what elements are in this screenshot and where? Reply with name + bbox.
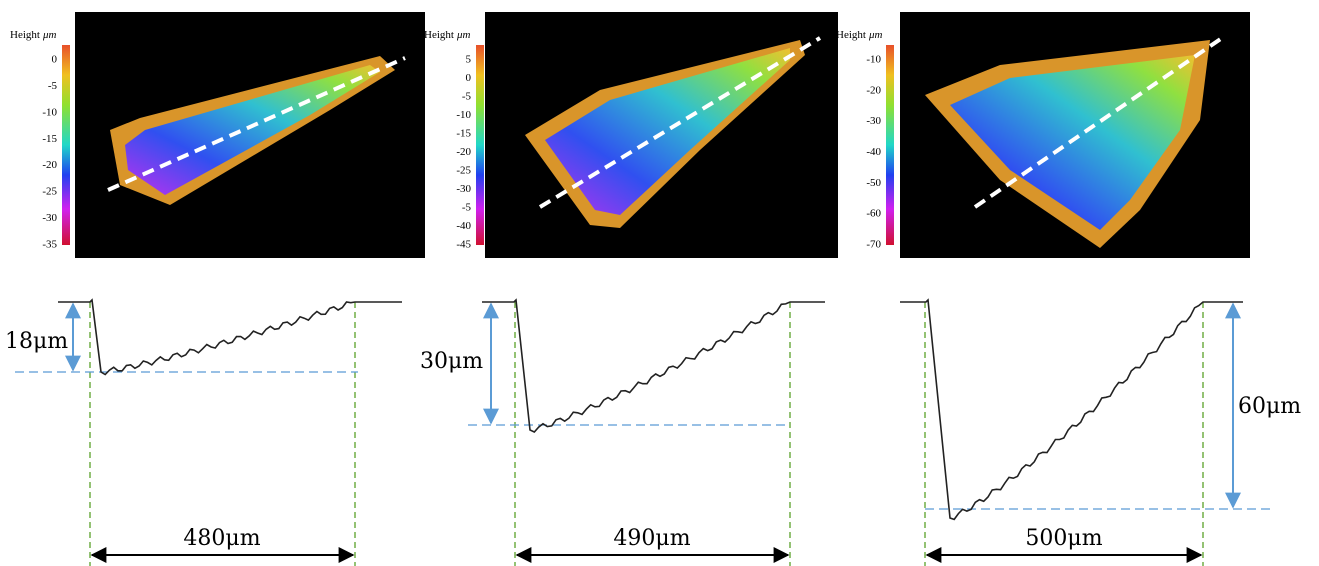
colorbar-tick-label: -10: [866, 54, 881, 66]
width-label: 490μm: [613, 526, 690, 551]
colorbar: [886, 45, 894, 245]
colorbar-tick-label: -30: [456, 183, 471, 195]
colorbar: [62, 45, 70, 245]
colorbar-tick-label: -15: [42, 133, 57, 145]
depth-label: 60μm: [1238, 394, 1301, 419]
colorbar-tick-label: -50: [866, 177, 881, 189]
colorbar-tick-label: -15: [456, 128, 471, 140]
colorbar-tick-label: -60: [866, 208, 881, 220]
colorbar-tick-label: -30: [42, 212, 57, 224]
colorbar: [476, 45, 484, 245]
colorbar-title: Height μm: [10, 29, 56, 41]
colorbar-unit: μm: [42, 29, 57, 41]
colorbar-tick-label: -25: [456, 165, 471, 177]
width-label: 500μm: [1025, 526, 1102, 551]
colorbar-tick-label: 0: [466, 72, 472, 84]
colorbar-tick-label: 0: [52, 54, 58, 66]
profile: [482, 298, 825, 433]
depth-label: 30μm: [420, 349, 483, 374]
depth-label: 18μm: [5, 329, 68, 354]
colorbar-tick-label: -5: [48, 80, 58, 92]
colorbar-tick-label: 5: [466, 54, 472, 66]
colorbar-tick-label: -40: [456, 220, 471, 232]
scan-line: [538, 36, 822, 209]
scan-line: [107, 56, 406, 192]
colorbar-tick-label: -10: [42, 106, 57, 118]
profile: [900, 298, 1243, 521]
depth-arrows: [65, 302, 1241, 509]
colorbar-unit: μm: [456, 29, 471, 41]
colorbar-tick-label: -35: [42, 239, 57, 251]
colorbar-tick-label: -10: [456, 109, 471, 121]
colorbar-tick-label: -25: [42, 186, 57, 198]
colorbar-tick-label: -30: [866, 115, 881, 127]
depth-guides: [15, 371, 1275, 510]
colorbar-unit: μm: [868, 29, 883, 41]
colorbar-title-text: Height: [424, 29, 454, 41]
profiles: [58, 298, 1243, 521]
guides: [89, 302, 1204, 566]
colorbar-tick-label: -45: [456, 239, 471, 251]
colorbar-tick-label: -20: [456, 146, 471, 158]
surface: [545, 48, 790, 215]
colorbar-tick-label: -5: [462, 202, 472, 214]
scan-line: [973, 36, 1224, 209]
colorbar-tick-label: -40: [866, 146, 881, 158]
profile: [58, 298, 402, 376]
colorbar-tick-label: -70: [866, 239, 881, 251]
width-label: 480μm: [183, 526, 260, 551]
colorbar-title: Height μm: [836, 29, 882, 41]
colorbar-tick-label: -20: [42, 159, 57, 171]
colorbar-title: Height μm: [424, 29, 470, 41]
colorbar-tick-label: -5: [462, 91, 472, 103]
surface: [125, 65, 380, 195]
colorbar-title-text: Height: [10, 29, 40, 41]
colorbar-title-text: Height: [836, 29, 866, 41]
colorbar-tick-label: -20: [866, 84, 881, 96]
